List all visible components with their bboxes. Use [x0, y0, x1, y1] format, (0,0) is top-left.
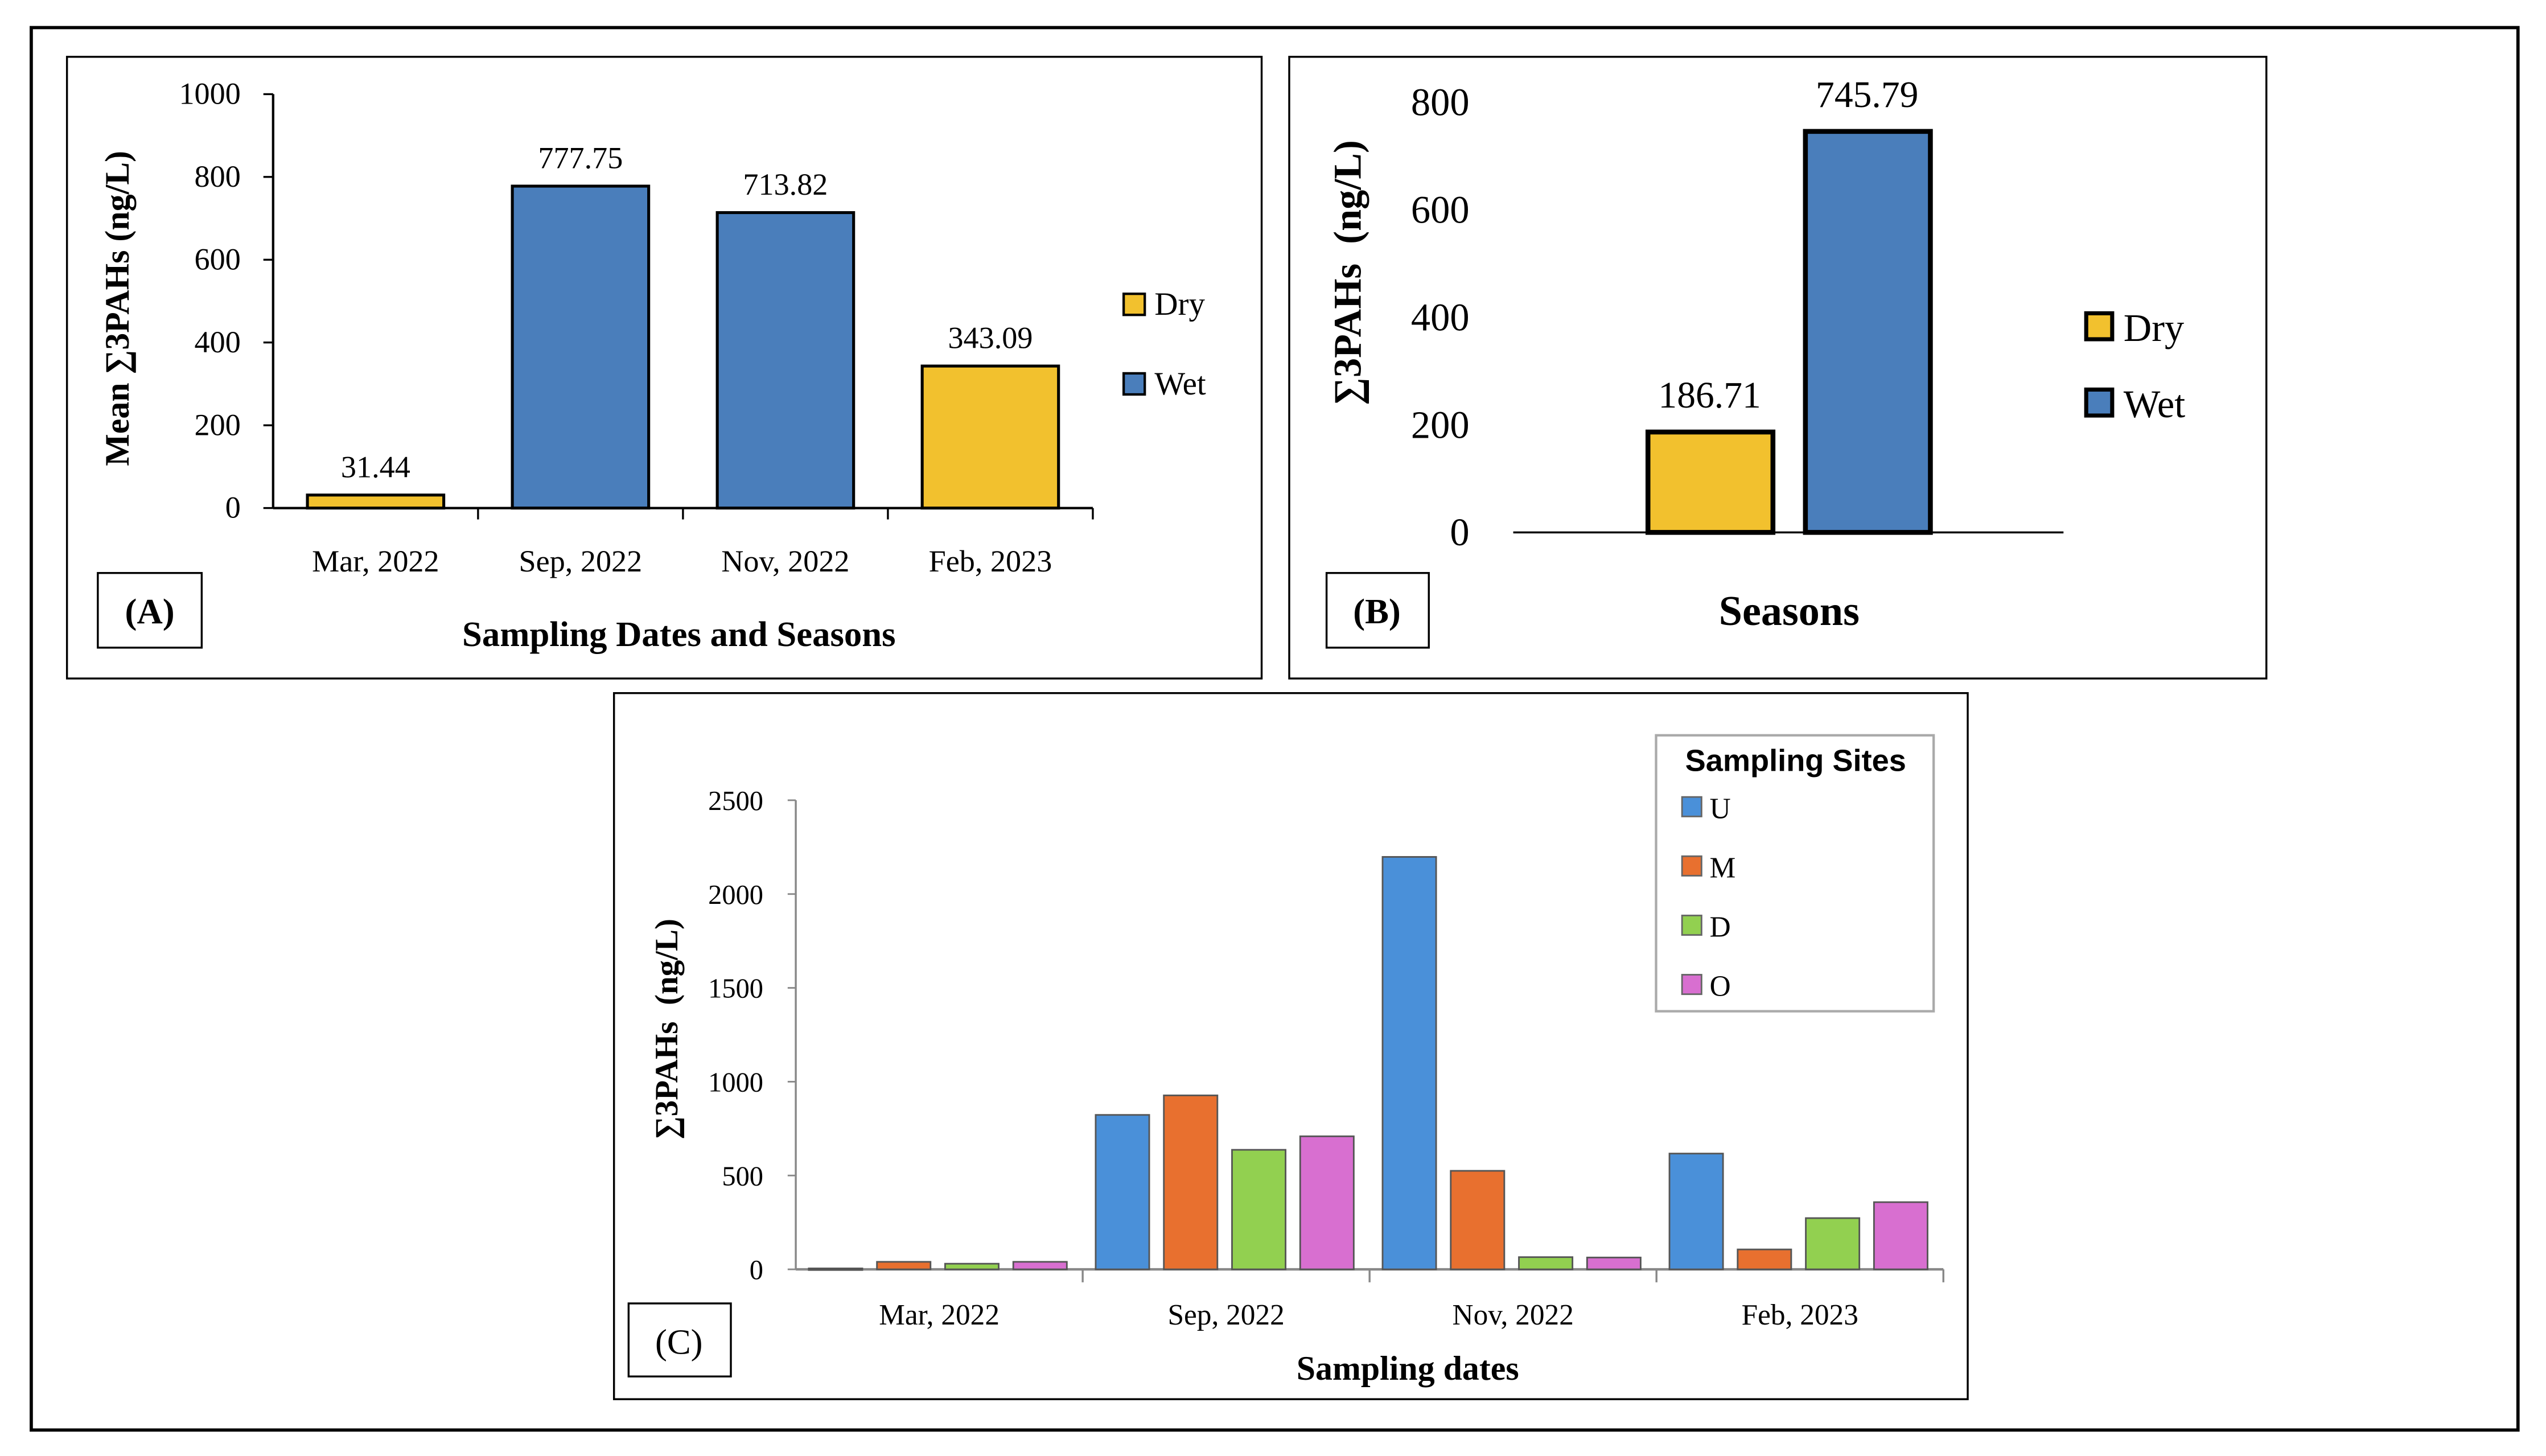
bar-value-label: 186.71	[1658, 375, 1761, 416]
y-tick-label: 200	[1411, 403, 1470, 446]
panel-c-ylabel: ∑3PAHs (ng/L)	[649, 919, 685, 1140]
panel-a-xlabel: Sampling Dates and Seasons	[462, 614, 896, 654]
panel-c-legend-title: Sampling Sites	[1685, 744, 1906, 778]
legend-swatch-wet	[1122, 372, 1146, 396]
legend-label-o: O	[1710, 970, 1731, 1003]
y-tick-label: 0	[225, 491, 241, 525]
x-tick-label: Mar, 2022	[312, 544, 439, 578]
bar-wet	[1803, 129, 1933, 535]
bar-u-nov-2022	[1381, 856, 1437, 1270]
legend-swatch-o	[1681, 974, 1702, 996]
legend-swatch-wet	[2084, 387, 2115, 418]
legend-swatch-dry	[2084, 311, 2115, 342]
y-tick-label: 400	[195, 325, 241, 359]
bar-o-nov-2022	[1586, 1256, 1642, 1270]
legend-swatch-m	[1681, 855, 1702, 877]
x-tick-label: Sep, 2022	[519, 544, 643, 578]
panel-c: ∑3PAHs (ng/L) Sampling dates Sampling Si…	[612, 692, 1969, 1400]
bar-feb-2023	[920, 364, 1060, 510]
panel-c-label-box	[627, 1302, 732, 1377]
bar-d-mar-2022	[944, 1262, 1000, 1270]
bar-m-sep-2022	[1163, 1095, 1219, 1270]
y-tick-label: 0	[750, 1255, 763, 1285]
bar-u-sep-2022	[1095, 1114, 1150, 1270]
legend-label-u: U	[1710, 792, 1731, 825]
y-tick-label: 1000	[179, 77, 240, 111]
bar-o-feb-2023	[1873, 1201, 1928, 1270]
legend-label-d: D	[1710, 911, 1731, 943]
legend-swatch-dry	[1122, 293, 1146, 316]
bar-sep-2022	[511, 184, 651, 510]
legend-swatch-u	[1681, 796, 1702, 817]
panel-b-ylabel: ∑3PAHs (ng/L)	[1326, 140, 1369, 405]
bar-dry	[1645, 429, 1776, 535]
outer-frame	[30, 26, 2520, 1432]
panel-b-xlabel: Seasons	[1719, 588, 1860, 635]
bar-u-feb-2023	[1668, 1153, 1724, 1270]
bar-m-mar-2022	[876, 1261, 932, 1270]
bar-value-label: 777.75	[538, 141, 623, 175]
y-tick-label: 200	[195, 408, 241, 442]
x-tick-label: Nov, 2022	[1453, 1299, 1574, 1331]
panel-a-label-box	[97, 571, 203, 649]
panel-b-frame	[1288, 56, 2268, 680]
x-tick-label: Feb, 2023	[929, 544, 1052, 578]
y-tick-label: 2000	[708, 880, 763, 910]
bar-nov-2022	[715, 211, 855, 510]
x-tick-label: Mar, 2022	[879, 1299, 1000, 1331]
x-tick-label: Feb, 2023	[1742, 1299, 1858, 1331]
panel-c-frame	[612, 692, 1969, 1400]
x-tick-label: Sep, 2022	[1167, 1299, 1284, 1331]
panel-a-label: (A)	[125, 591, 175, 631]
bar-o-mar-2022	[1012, 1261, 1068, 1270]
x-tick-label: Nov, 2022	[721, 544, 849, 578]
panel-c-xlabel: Sampling dates	[1297, 1350, 1519, 1387]
bar-value-label: 713.82	[743, 167, 828, 201]
y-tick-label: 600	[1411, 188, 1470, 231]
bar-value-label: 745.79	[1816, 75, 1918, 116]
panel-a: Mean ∑3PAHs (ng/L) Sampling Dates and Se…	[65, 56, 1263, 680]
bar-m-feb-2023	[1737, 1248, 1792, 1270]
legend-label-wet: Wet	[1154, 366, 1206, 402]
y-tick-label: 800	[1411, 80, 1470, 124]
bar-d-nov-2022	[1518, 1256, 1574, 1270]
bar-value-label: 343.09	[948, 321, 1033, 355]
panel-b: ∑3PAHs (ng/L) Seasons (B) 0 200 400 600 800 1…	[1288, 56, 2268, 680]
y-tick-label: 400	[1411, 295, 1470, 339]
legend-swatch-d	[1681, 914, 1702, 936]
bar-d-feb-2023	[1805, 1217, 1861, 1270]
y-tick-label: 600	[195, 242, 241, 276]
panel-c-label: (C)	[655, 1322, 703, 1362]
bar-o-sep-2022	[1299, 1135, 1355, 1270]
bar-u-mar-2022	[808, 1267, 863, 1271]
panel-b-label-box	[1325, 571, 1430, 649]
panel-a-ylabel: Mean ∑3PAHs (ng/L)	[98, 151, 136, 466]
panel-b-label: (B)	[1353, 591, 1401, 631]
y-tick-label: 1500	[708, 974, 763, 1004]
legend-label-dry: Dry	[2124, 306, 2184, 349]
y-tick-label: 1000	[708, 1068, 763, 1098]
y-tick-label: 2500	[708, 786, 763, 816]
y-tick-label: 0	[1450, 511, 1469, 554]
legend-label-dry: Dry	[1154, 286, 1205, 322]
y-tick-label: 800	[195, 159, 241, 194]
bar-mar-2022	[306, 493, 446, 510]
y-tick-label: 500	[722, 1161, 763, 1191]
panel-a-frame	[65, 56, 1263, 680]
bar-value-label: 31.44	[341, 450, 410, 484]
legend-label-wet: Wet	[2124, 382, 2186, 426]
bar-d-sep-2022	[1231, 1149, 1287, 1270]
legend-label-m: M	[1710, 852, 1736, 884]
bar-m-nov-2022	[1450, 1170, 1506, 1270]
